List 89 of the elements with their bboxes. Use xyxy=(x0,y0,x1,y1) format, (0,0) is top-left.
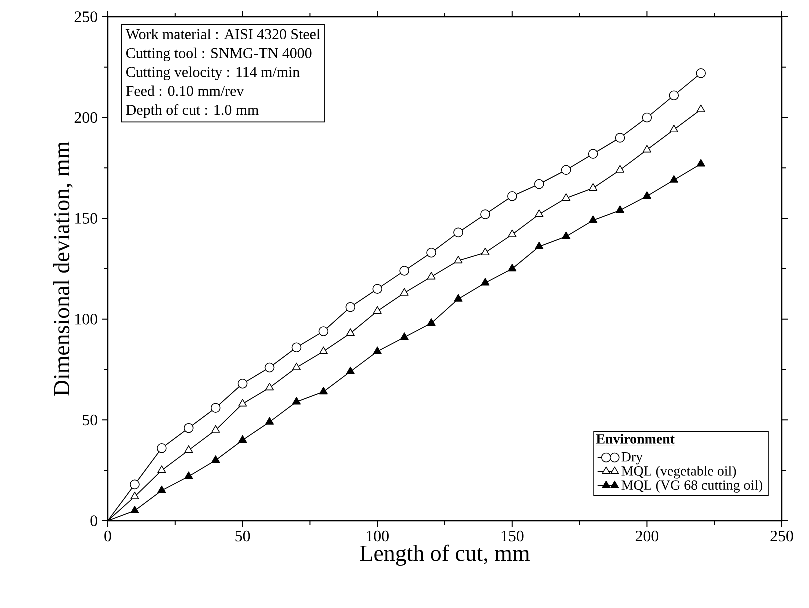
point xyxy=(696,104,706,112)
annotation: Depth of cut : 1.0 mm xyxy=(126,104,259,118)
point xyxy=(346,366,355,374)
point xyxy=(615,133,626,143)
point xyxy=(292,397,302,405)
x-tick-label: 50 xyxy=(236,530,250,542)
point xyxy=(561,165,572,176)
point xyxy=(158,486,166,494)
x-tick-label: 0 xyxy=(104,530,112,542)
point xyxy=(319,387,328,395)
point xyxy=(212,425,220,433)
point xyxy=(616,206,625,214)
x-axis-title: Length of cut, mm xyxy=(360,544,530,566)
y-tick-label: 250 xyxy=(74,12,98,22)
point xyxy=(562,194,571,202)
y-tick-label: 200 xyxy=(74,112,98,124)
point xyxy=(184,446,194,454)
point xyxy=(238,378,248,389)
point xyxy=(588,183,598,191)
point xyxy=(238,435,248,443)
point xyxy=(696,159,706,167)
y-tick-label: 50 xyxy=(83,414,98,426)
point xyxy=(562,232,571,240)
point xyxy=(642,192,652,200)
point xyxy=(130,492,140,500)
x-tick-label: 200 xyxy=(636,530,659,542)
legend-label: MQL (VG 68 cutting oil) xyxy=(622,480,763,493)
point xyxy=(212,456,220,464)
point xyxy=(346,328,355,336)
y-tick-label: 0 xyxy=(90,516,98,526)
point xyxy=(508,192,518,202)
point xyxy=(319,346,328,354)
point xyxy=(400,288,409,296)
x-tick-label: 150 xyxy=(502,530,524,542)
point xyxy=(454,256,463,264)
point xyxy=(481,248,490,256)
point xyxy=(292,342,302,353)
point xyxy=(400,266,410,276)
point xyxy=(534,179,544,190)
annotation: Cutting velocity : 114 m/min xyxy=(126,66,300,80)
point xyxy=(373,306,382,314)
y-axis-title: Dimensional deviation, mm xyxy=(54,142,73,396)
point xyxy=(158,466,166,474)
point xyxy=(318,326,329,336)
point xyxy=(130,480,140,490)
point xyxy=(588,216,598,224)
y-tick-label: 150 xyxy=(76,213,98,224)
point xyxy=(264,362,275,373)
point xyxy=(508,264,517,272)
point xyxy=(508,230,517,238)
legend-label: Dry xyxy=(622,452,643,465)
point xyxy=(535,242,544,250)
point xyxy=(642,145,652,153)
point xyxy=(265,417,274,425)
point xyxy=(588,149,598,159)
point xyxy=(642,112,652,123)
point xyxy=(616,165,625,173)
point xyxy=(669,90,680,101)
x-tick-label: 250 xyxy=(770,530,794,542)
point xyxy=(265,383,274,391)
point xyxy=(373,346,382,354)
point xyxy=(372,284,383,294)
x-tick-label: 100 xyxy=(367,530,389,542)
point xyxy=(400,332,409,340)
annotation: Feed : 0.10 mm/rev xyxy=(126,86,244,96)
legend-label: MQL (vegetable oil) xyxy=(622,466,736,479)
legend-title: Environment xyxy=(596,434,675,444)
point xyxy=(454,228,464,238)
point xyxy=(130,506,140,514)
point xyxy=(157,444,167,454)
annotation: Cutting tool : SNMG-TN 4000 xyxy=(126,48,312,62)
point xyxy=(696,68,706,78)
point xyxy=(210,403,221,413)
point xyxy=(427,318,436,326)
y-tick-label: 100 xyxy=(76,314,98,325)
annotation: Work material : AISI 4320 Steel xyxy=(126,28,320,40)
point xyxy=(454,294,463,302)
point xyxy=(184,423,194,434)
point xyxy=(481,278,490,286)
point xyxy=(184,472,194,480)
point xyxy=(480,210,490,220)
point xyxy=(346,302,356,312)
point xyxy=(238,399,248,407)
point xyxy=(292,362,302,370)
point xyxy=(670,175,678,183)
point xyxy=(426,248,436,258)
point xyxy=(670,124,678,133)
point xyxy=(535,210,544,218)
point xyxy=(427,272,436,280)
